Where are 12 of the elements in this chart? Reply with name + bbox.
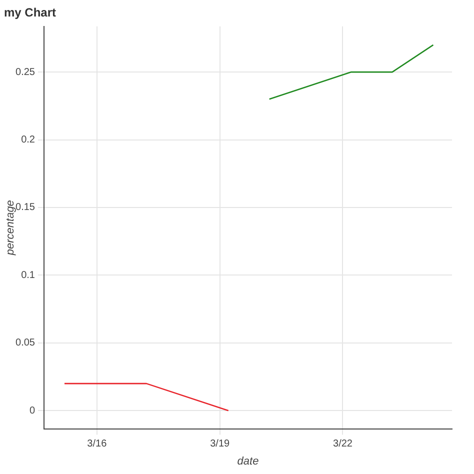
x-axis-title: date	[237, 455, 259, 468]
y-tick-label: 0.2	[21, 134, 36, 146]
y-axis-title: percentage	[4, 200, 17, 256]
y-tick-label: 0.15	[16, 202, 36, 214]
x-tick-label: 3/16	[87, 438, 108, 450]
x-tick-label: 3/19	[210, 438, 230, 450]
chart-title: my Chart	[4, 6, 56, 20]
y-tick-label: 0.25	[16, 66, 36, 78]
x-tick-label: 3/22	[333, 438, 353, 450]
y-tick-label: 0	[29, 405, 36, 416]
y-tick-label: 0.05	[16, 338, 36, 349]
y-tick-label: 0.1	[21, 270, 36, 281]
